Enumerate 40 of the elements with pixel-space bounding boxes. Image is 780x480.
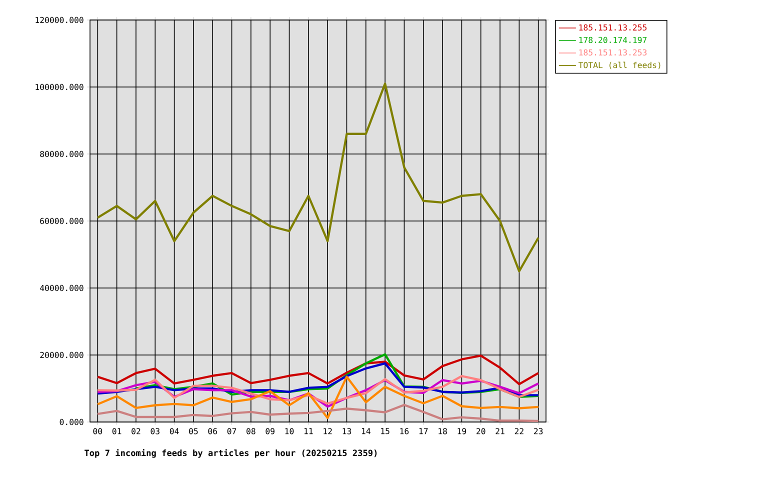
x-tick-label: 04: [170, 428, 179, 434]
x-tick-label: 12: [324, 428, 332, 434]
x-tick-label: 20: [476, 428, 486, 434]
x-tick-label: 14: [362, 428, 370, 434]
x-tick-label: 19: [458, 428, 466, 434]
x-tick-label: 17: [419, 428, 428, 434]
x-tick-label: 08: [246, 428, 256, 434]
line-series: [96, 376, 540, 420]
x-tick-label: 03: [150, 428, 160, 434]
y-tick-label: 60000.000: [40, 218, 84, 224]
x-tick-label: 07: [227, 428, 236, 434]
x-tick-label: 21: [496, 428, 504, 434]
x-tick-label: 15: [381, 428, 390, 434]
x-tick-label: 23: [534, 428, 543, 434]
y-tick-label: 100000.000: [36, 84, 84, 90]
y-tick-label: 40000.000: [40, 284, 84, 292]
x-tick-label: 18: [438, 428, 447, 434]
x-tick-label: 16: [400, 428, 409, 434]
x-tick-label: 00: [93, 428, 102, 434]
x-tick-label: 06: [208, 428, 218, 434]
y-tick-label: 80000.000: [40, 150, 84, 158]
legend-label: 178.20.174.197: [579, 36, 647, 44]
x-tick-label: 05: [189, 428, 198, 434]
x-tick-label: 11: [304, 428, 313, 434]
legend-label: 185.151.13.253: [579, 49, 647, 56]
x-tick-label: 22: [514, 428, 524, 434]
text: Top 7 incoming feeds by articles per hour (20250215 2359): [84, 449, 377, 458]
legend-label: 185.151.13.255: [579, 24, 647, 31]
line-series: [96, 362, 540, 396]
legend-label: TOTAL (all feeds): [578, 62, 660, 70]
x-tick-label: 01: [112, 428, 122, 434]
y-tick-label: 0.000: [60, 418, 84, 426]
y-tick-label: 20000.000: [40, 352, 84, 358]
y-tick-label: 120000.000: [36, 16, 84, 24]
line-series: [96, 82, 540, 272]
x-tick-label: 10: [285, 428, 294, 434]
x-tick-label: 09: [266, 428, 274, 434]
x-tick-label: 13: [342, 428, 352, 434]
x-tick-label: 02: [132, 428, 140, 434]
line-series: [96, 354, 540, 386]
